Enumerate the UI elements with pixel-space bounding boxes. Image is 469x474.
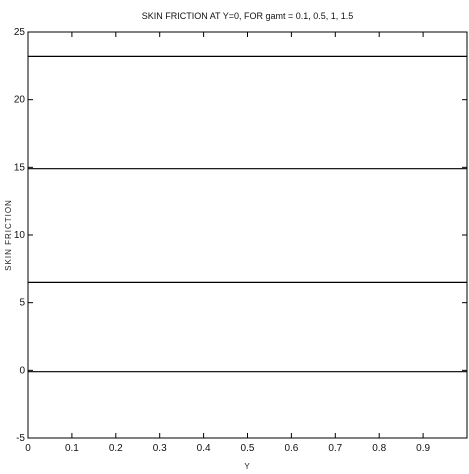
- x-axis-label: Y: [244, 462, 250, 471]
- x-tick-label: 0.3: [153, 443, 167, 454]
- y-tick-label: 25: [14, 27, 26, 38]
- x-tick-label: 0: [25, 443, 31, 454]
- y-axis-label: SKIN FRICTION: [4, 199, 13, 271]
- x-tick-label: 0.5: [241, 443, 255, 454]
- x-tick-label: 0.2: [109, 443, 123, 454]
- x-tick-label: 0.1: [65, 443, 79, 454]
- y-tick-label: 5: [19, 298, 25, 309]
- y-tick-label: -5: [16, 433, 25, 444]
- plot-area-frame: [27, 31, 468, 439]
- y-tick-label: 20: [14, 95, 26, 106]
- y-tick-label: 15: [14, 162, 26, 173]
- y-tick-label: 10: [14, 230, 26, 241]
- x-tick-label: 0.4: [197, 443, 211, 454]
- chart-title: SKIN FRICTION AT Y=0, FOR gamt = 0.1, 0.…: [142, 11, 354, 21]
- x-tick-label: 0.9: [416, 443, 430, 454]
- x-tick-label: 0.7: [328, 443, 342, 454]
- x-tick-label: 0.8: [372, 443, 386, 454]
- y-tick-label: 0: [19, 365, 25, 376]
- x-tick-label: 0.6: [284, 443, 298, 454]
